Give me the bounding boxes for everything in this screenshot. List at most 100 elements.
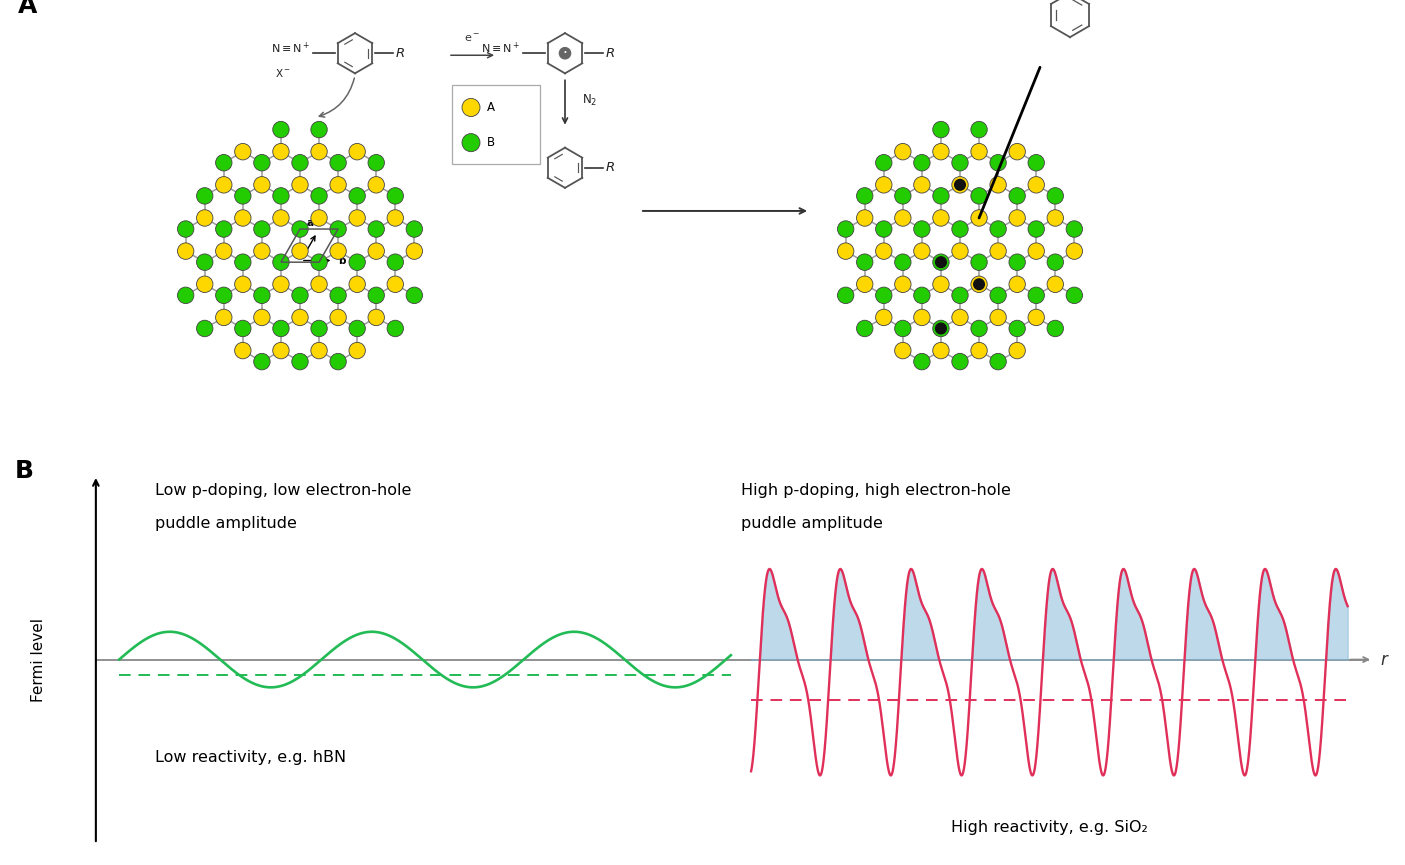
Circle shape [235,144,251,160]
Circle shape [933,343,950,359]
Circle shape [273,209,289,227]
Text: B: B [488,136,495,149]
Circle shape [273,343,289,359]
Circle shape [235,343,251,359]
Circle shape [254,221,270,237]
Circle shape [951,309,968,325]
Circle shape [273,320,289,336]
Circle shape [311,320,327,336]
Circle shape [254,309,270,325]
Circle shape [991,155,1006,171]
Circle shape [292,176,308,193]
Circle shape [1066,221,1082,237]
Text: A: A [488,101,495,114]
Circle shape [177,243,194,260]
Circle shape [875,287,892,304]
Circle shape [215,155,232,171]
Circle shape [273,121,289,138]
Circle shape [971,121,988,138]
Circle shape [991,354,1006,370]
Circle shape [386,188,403,204]
Circle shape [991,243,1006,260]
Circle shape [235,254,251,271]
Circle shape [311,254,327,271]
Text: B: B [15,458,34,483]
Circle shape [875,243,892,260]
Circle shape [311,121,327,138]
Text: puddle amplitude: puddle amplitude [740,516,882,531]
Circle shape [368,155,385,171]
Circle shape [951,176,968,193]
Circle shape [1047,254,1064,271]
Circle shape [875,155,892,171]
Circle shape [197,209,214,227]
Circle shape [386,320,403,336]
Circle shape [991,287,1006,304]
Circle shape [462,99,481,117]
Circle shape [348,343,365,359]
Circle shape [197,276,214,292]
Text: ·: · [534,154,540,174]
Circle shape [177,221,194,237]
Circle shape [330,309,346,325]
Circle shape [895,144,910,160]
Circle shape [974,279,985,290]
Circle shape [837,243,854,260]
Circle shape [1028,309,1044,325]
Circle shape [971,320,988,336]
Circle shape [1028,221,1044,237]
Circle shape [368,309,385,325]
Circle shape [913,176,930,193]
Circle shape [462,133,481,151]
Circle shape [951,354,968,370]
Circle shape [368,221,385,237]
Circle shape [330,243,346,260]
Circle shape [895,343,910,359]
Circle shape [971,276,988,292]
Circle shape [254,243,270,260]
Circle shape [936,257,947,267]
Circle shape [933,320,950,336]
Circle shape [215,243,232,260]
Circle shape [1009,276,1026,292]
Circle shape [913,287,930,304]
Circle shape [933,209,950,227]
Circle shape [368,243,385,260]
Circle shape [311,209,327,227]
Circle shape [386,254,403,271]
Circle shape [1066,287,1082,304]
Circle shape [215,287,232,304]
Circle shape [951,243,968,260]
Text: X$^-$: X$^-$ [275,67,291,80]
Circle shape [348,144,365,160]
Circle shape [857,209,873,227]
Circle shape [857,320,873,336]
Circle shape [197,320,214,336]
Circle shape [913,155,930,171]
Circle shape [368,287,385,304]
Text: Low p-doping, low electron-hole: Low p-doping, low electron-hole [155,484,410,498]
Circle shape [254,176,270,193]
Circle shape [348,254,365,271]
Circle shape [933,276,950,292]
Text: a: a [306,218,315,227]
Circle shape [197,188,214,204]
Text: R: R [606,47,615,60]
Circle shape [971,254,988,271]
Text: A: A [18,0,38,18]
Circle shape [311,144,327,160]
Circle shape [991,176,1006,193]
Circle shape [954,179,965,190]
Circle shape [273,276,289,292]
Circle shape [406,287,423,304]
Circle shape [348,320,365,336]
Circle shape [311,188,327,204]
Circle shape [971,343,988,359]
Circle shape [348,188,365,204]
Circle shape [1009,144,1026,160]
Circle shape [235,209,251,227]
Circle shape [875,221,892,237]
Circle shape [895,254,910,271]
Circle shape [1047,209,1064,227]
Circle shape [895,276,910,292]
